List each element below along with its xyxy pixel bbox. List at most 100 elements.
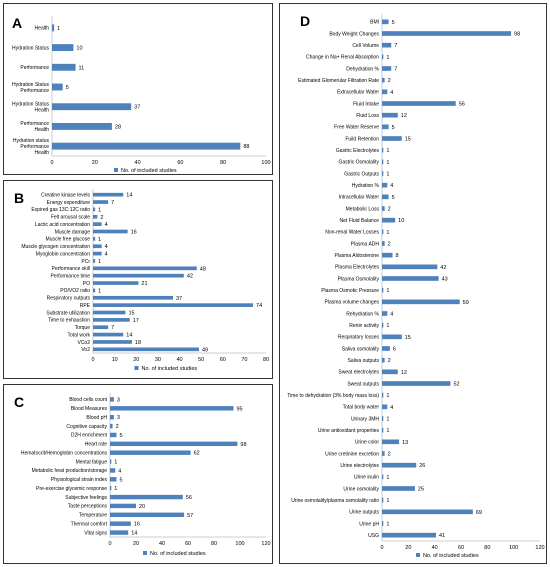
data-label: 2	[388, 207, 391, 213]
category-label: Hydration %	[352, 183, 380, 189]
panel-letter: B	[14, 190, 24, 206]
data-label: 74	[256, 303, 262, 309]
bar-performance-health	[52, 122, 112, 130]
bar-sweat-outputs	[382, 381, 451, 386]
bar-respiratory-losses	[382, 334, 402, 340]
category-label: Temperature	[79, 513, 107, 519]
data-label: 1	[114, 486, 117, 492]
data-label: 15	[128, 311, 134, 317]
data-label: 10	[398, 218, 404, 224]
category-label: Fluid Loss	[356, 113, 379, 119]
data-label: 8	[396, 253, 399, 259]
x-tick-label: 20	[92, 160, 98, 166]
bar-creatine-kinase-levels	[93, 192, 124, 197]
category-label: Hydration Status	[12, 45, 49, 51]
data-label: 4	[390, 183, 393, 189]
legend-swatch	[416, 553, 420, 557]
category-label: Plasma ADH	[351, 241, 380, 247]
bar-vo2	[93, 347, 199, 352]
data-label: 1	[57, 26, 60, 32]
category-label: Muscle damage	[55, 229, 91, 235]
category-label: Muscle free glucose	[46, 237, 91, 243]
data-label: 1	[98, 207, 101, 213]
category-label: Blood pH	[86, 415, 107, 421]
data-label: 25	[418, 487, 424, 493]
data-label: 7	[394, 43, 397, 49]
category-label: Urine inulin	[354, 475, 379, 481]
category-label: Energy expenditure	[47, 200, 91, 206]
panel-letter: C	[14, 394, 24, 410]
bar-performance-time	[93, 273, 184, 278]
bar-fluid-loss	[382, 112, 398, 118]
bar-net-fluid-balance	[382, 217, 396, 223]
category-label: Sweat electrolytes	[338, 370, 379, 376]
category-label: Time to exhaustion	[48, 318, 90, 324]
bar-estimated-glomerular-filtration-rate	[382, 77, 385, 83]
data-label: 1	[386, 160, 389, 166]
x-tick-label: 100	[509, 545, 518, 551]
data-label: 1	[114, 460, 117, 466]
data-label: 17	[133, 318, 139, 324]
data-label: 12	[401, 370, 407, 376]
category-label: Cognitive capacity	[66, 424, 107, 430]
category-label: Cell Volume	[352, 43, 379, 49]
bar-urine-ph	[382, 521, 384, 526]
data-label: 43	[442, 277, 448, 283]
bar-gastric-osmolality	[382, 159, 384, 165]
data-label: 7	[394, 67, 397, 73]
category-label: Plasma Aldosterone	[335, 253, 380, 259]
data-label: 1	[386, 498, 389, 504]
data-label: 12	[401, 113, 407, 119]
x-tick-label: 0	[108, 541, 111, 547]
category-label: Performance skill	[52, 266, 90, 272]
category-label: RPE	[80, 303, 91, 309]
bar-urine-cretinine-excretion	[382, 451, 385, 456]
category-label: Subjective feelings	[65, 495, 107, 501]
category-label: Fluid Intake	[353, 101, 379, 107]
category-label: PCr	[81, 259, 90, 265]
data-label: 5	[392, 195, 395, 201]
data-label: 10	[76, 46, 82, 52]
data-label: 37	[134, 105, 140, 111]
category-label: Urine cretinine excretion	[325, 451, 379, 457]
bar-muscle-damage	[93, 229, 128, 234]
panel-b: B 0 10 20 30 40 50 60 70 80 14 Creatine kinase leve…	[3, 180, 273, 379]
category-label: Urine pH	[359, 521, 379, 527]
category-label: Muscle glycogen concentration	[21, 244, 90, 250]
bar-myoglobin-concentration	[93, 251, 102, 256]
data-label: 2	[388, 242, 391, 248]
bar-free-water-reserve	[382, 124, 389, 130]
bar-time-to-exhaustion	[93, 318, 130, 322]
x-tick-label: 10	[112, 357, 118, 363]
x-tick-label: 20	[133, 357, 139, 363]
bar-blood-measures	[110, 406, 234, 411]
bar-torque	[93, 325, 109, 330]
category-label: Plasma Electrolytes	[335, 265, 379, 271]
bar-fluid-intake	[382, 101, 456, 106]
bar-non-renal-water-losses	[382, 229, 384, 235]
category-label: Non-renal Water Losses	[325, 230, 379, 236]
bar-body-weight-changes	[382, 31, 512, 36]
bar-expired-gas-13c-12c-ratio	[93, 207, 96, 212]
x-tick-label: 40	[135, 160, 141, 166]
category-label: Time to dehydration (3% body mass loss)	[287, 393, 379, 399]
data-label: 4	[105, 252, 108, 258]
category-label: Hydration status Performance Health	[13, 138, 50, 156]
data-label: 49	[202, 347, 208, 353]
x-tick-label: 0	[91, 357, 94, 363]
data-label: 5	[392, 125, 395, 131]
data-label: 1	[386, 230, 389, 236]
x-tick-label: 60	[458, 545, 464, 551]
panel-letter: D	[300, 13, 310, 29]
category-label: Performance Health	[20, 121, 49, 133]
data-label: 52	[453, 382, 459, 388]
category-label: Free Water Reserve	[334, 125, 379, 131]
category-label: Extracellular Water	[337, 90, 379, 96]
data-label: 1	[386, 417, 389, 423]
category-label: Myoglobin concentration	[36, 251, 90, 257]
data-label: 20	[139, 504, 145, 510]
x-tick-label: 80	[263, 357, 269, 363]
category-label: Fuild Retention	[345, 136, 379, 142]
x-tick-label: 100	[235, 541, 244, 547]
